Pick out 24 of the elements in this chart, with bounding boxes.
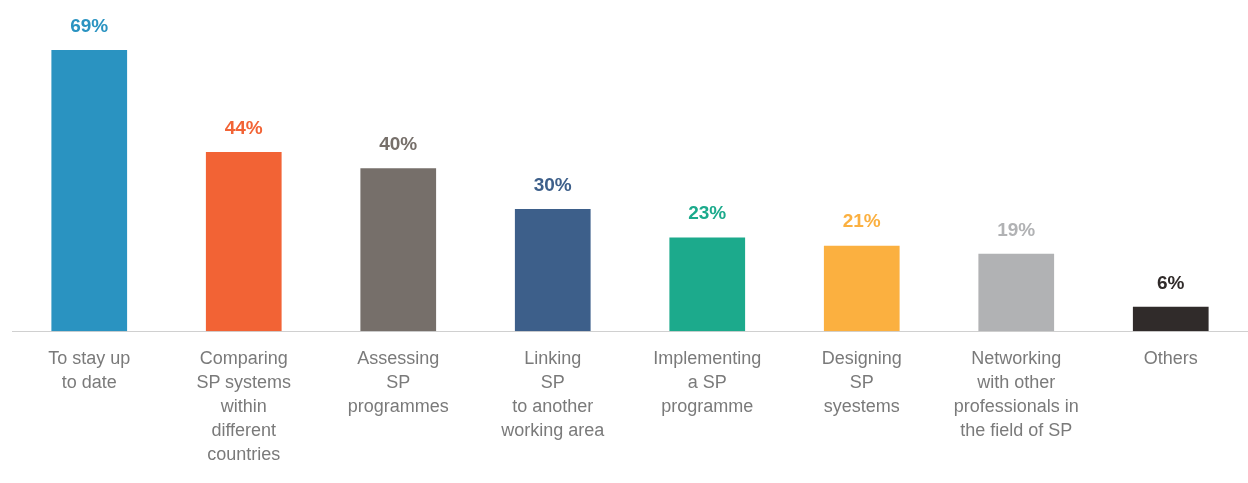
data-label: 23% [688, 202, 727, 224]
data-label: 6% [1157, 271, 1185, 293]
x-tick-label: Implementing a SP programme [653, 348, 762, 417]
x-tick-label: Assessing SP programmes [347, 348, 449, 417]
x-tick-label: To stay up to date [48, 348, 131, 393]
data-label: 21% [842, 210, 881, 232]
data-label: 30% [533, 173, 572, 195]
x-tick-label: Networking with other professionals in the field of SP [953, 348, 1079, 441]
bar [1132, 306, 1209, 332]
bar [978, 253, 1055, 332]
x-tick-label: Designing SP syestems [821, 348, 902, 417]
data-label: 19% [997, 218, 1036, 240]
data-label: 40% [379, 132, 418, 154]
x-tick-label: Comparing SP systems within different countries [196, 348, 292, 464]
data-label: 44% [224, 116, 263, 138]
bar [51, 50, 128, 332]
x-tick-label: Others [1143, 348, 1198, 369]
bar [669, 237, 746, 332]
bar [205, 151, 282, 332]
data-label: 69% [70, 14, 109, 36]
bar [514, 209, 591, 332]
bar [360, 168, 437, 332]
bar [823, 245, 900, 332]
x-tick-label: Linking SP to another working area [500, 348, 606, 441]
